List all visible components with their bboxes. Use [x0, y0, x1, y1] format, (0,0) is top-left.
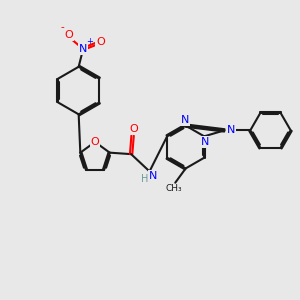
- Text: N: N: [201, 137, 209, 147]
- Text: -: -: [60, 22, 64, 32]
- Text: +: +: [86, 37, 93, 46]
- Text: N: N: [181, 115, 189, 125]
- Text: N: N: [227, 125, 235, 135]
- Text: O: O: [96, 38, 105, 47]
- Text: O: O: [129, 124, 138, 134]
- Text: O: O: [91, 137, 99, 147]
- Text: O: O: [64, 30, 73, 40]
- Text: CH₃: CH₃: [166, 184, 182, 193]
- Text: N: N: [149, 171, 157, 181]
- Text: N: N: [79, 44, 87, 54]
- Text: H: H: [140, 174, 148, 184]
